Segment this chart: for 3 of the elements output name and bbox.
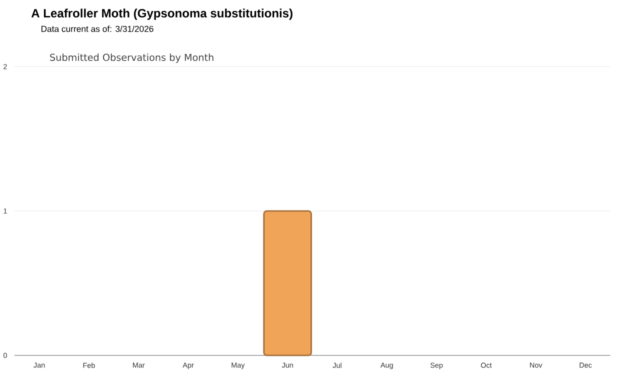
- chart-title: A Leafroller Moth (Gypsonoma substitutionis): [31, 8, 292, 20]
- text: Submitted Observations by Month: [50, 54, 214, 64]
- chart-subtitle: Data current as of: 3/31/2026: [41, 26, 154, 32]
